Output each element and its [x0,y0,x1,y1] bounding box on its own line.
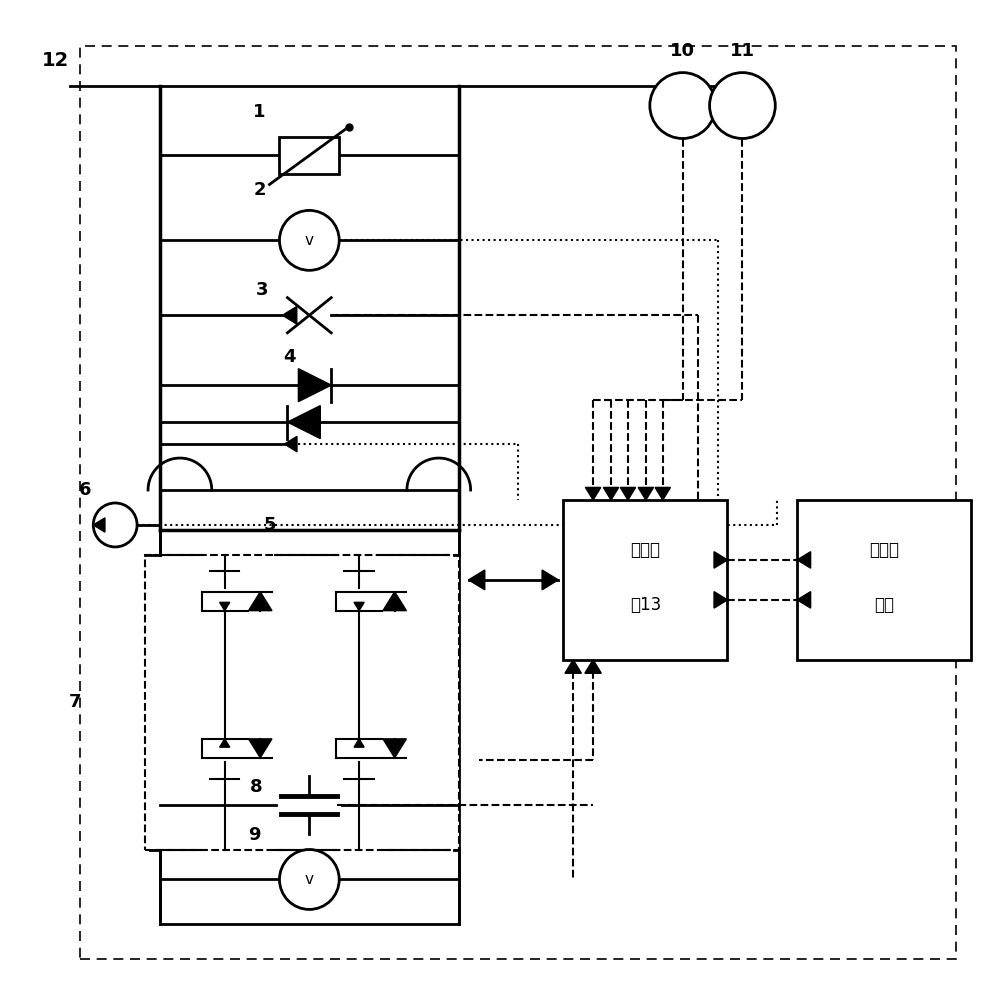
Polygon shape [714,552,728,568]
Bar [81,46,956,959]
Polygon shape [714,592,728,608]
Text: 6: 6 [79,481,92,499]
Polygon shape [298,369,331,402]
Text: 主控制: 主控制 [630,541,660,559]
Polygon shape [638,487,653,500]
Polygon shape [798,552,811,568]
Circle shape [710,73,776,139]
Polygon shape [282,306,297,324]
Bar [798,500,971,660]
Polygon shape [383,739,407,758]
Polygon shape [219,602,229,611]
Text: 10: 10 [670,42,695,60]
Polygon shape [354,739,364,747]
Text: 制器: 制器 [874,596,894,614]
Text: 2: 2 [253,181,266,199]
Polygon shape [542,570,558,590]
Polygon shape [620,487,636,500]
Circle shape [279,850,339,909]
Text: 上层控: 上层控 [869,541,899,559]
Polygon shape [284,436,297,452]
Text: 11: 11 [730,42,755,60]
Polygon shape [383,592,407,611]
Polygon shape [469,570,485,590]
Polygon shape [354,602,364,611]
Text: 12: 12 [42,51,69,70]
Text: 9: 9 [248,826,261,844]
Polygon shape [248,739,272,758]
Polygon shape [565,660,581,673]
Polygon shape [287,406,320,439]
Circle shape [650,73,716,139]
Polygon shape [585,487,601,500]
Text: 7: 7 [69,693,82,711]
Text: v: v [305,872,314,887]
Polygon shape [798,592,811,608]
Polygon shape [94,518,105,532]
Polygon shape [585,660,601,673]
Text: v: v [305,233,314,248]
Circle shape [279,210,339,270]
Bar [279,137,339,174]
Text: 器13: 器13 [630,596,661,614]
Text: 8: 8 [250,778,263,796]
Text: 3: 3 [256,281,269,299]
Circle shape [94,503,138,547]
Text: 1: 1 [253,103,266,121]
Text: 5: 5 [263,516,276,534]
Polygon shape [603,487,619,500]
Bar [145,555,459,850]
Polygon shape [655,487,670,500]
Text: 4: 4 [283,348,296,366]
Bar [563,500,728,660]
Polygon shape [248,592,272,611]
Polygon shape [219,739,229,747]
